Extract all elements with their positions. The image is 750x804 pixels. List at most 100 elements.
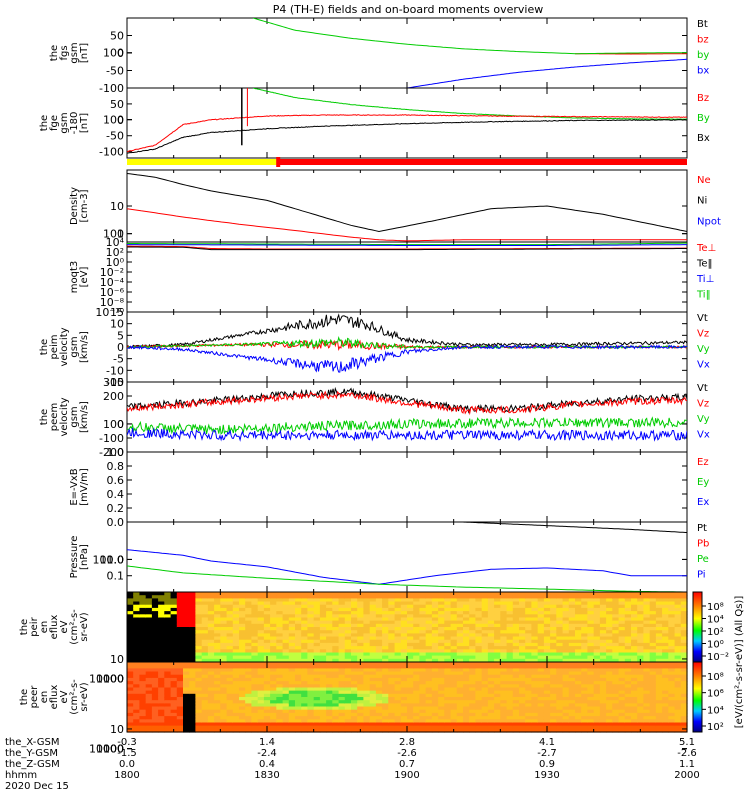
colorbar-tick: 10⁸ [707, 602, 724, 613]
legend-By: By [697, 113, 710, 124]
ephemeris-value: -1.5 [117, 748, 137, 759]
series-peim-Vx [127, 346, 687, 373]
y-tick-label: 100 [103, 673, 124, 686]
legend-Npot: Npot [697, 216, 721, 227]
colorbar-tick: 10⁻² [707, 652, 729, 663]
y-tick-label: 10 [110, 200, 124, 213]
ephemeris-value: 0.7 [399, 759, 415, 770]
spectrogram-peer [127, 662, 688, 733]
y-tick-label: 0 [117, 114, 124, 127]
legend-Ne: Ne [697, 175, 711, 186]
legend-Vx: Vx [697, 360, 710, 371]
figure-title: P4 (TH-E) fields and on-board moments ov… [273, 3, 544, 16]
legend-Vz: Vz [697, 329, 709, 340]
ephemeris-value: 1.1 [679, 759, 695, 770]
y-axis-label: [cm-3] [79, 189, 90, 222]
legend-Ni: Ni [697, 196, 707, 207]
legend-Vy: Vy [697, 344, 710, 355]
legend-bz: bz [697, 35, 709, 46]
ephemeris-label: the_Y-GSM [5, 748, 58, 759]
flag-marker [276, 157, 280, 167]
y-tick-label: 0.8 [107, 460, 125, 473]
legend-by: by [697, 50, 709, 61]
ephemeris-value: 4.1 [539, 737, 555, 748]
ephemeris-value: 1900 [394, 770, 419, 781]
legend-bx: bx [697, 66, 709, 77]
colorbar-tick: 10⁴ [707, 615, 724, 626]
colorbar-tick: 10⁴ [707, 705, 724, 716]
ephemeris-value: 1.4 [259, 737, 275, 748]
series-fge-By [253, 88, 687, 119]
series-pressure-Pt [463, 522, 687, 533]
colorbar-tick: 10⁰ [707, 640, 724, 651]
legend-Pb: Pb [697, 539, 709, 550]
ephemeris-value: -2.6 [677, 748, 697, 759]
y-axis-label: [nT] [79, 113, 90, 133]
y-tick-label: 200 [103, 390, 124, 403]
y-tick-label: 1.0 [107, 553, 125, 566]
y-tick-label: -100 [99, 432, 124, 445]
legend-Vt: Vt [697, 383, 708, 394]
y-axis-label: [nPa] [79, 544, 90, 570]
legend-Pi: Pi [697, 570, 706, 581]
y-tick-label: 10 [110, 723, 124, 736]
y-tick-label: 300 [103, 376, 124, 389]
legend-Ez: Ez [697, 457, 709, 468]
panel-temp: 10⁴10²10⁰10⁻²10⁻⁴10⁻⁶10⁻⁸10⁻¹⁰moqt3[eV]T… [69, 236, 716, 319]
y-axis-label: sr-eV) [79, 682, 90, 711]
colorbar-label: [eV/(cm²-s-sr-eV)] (All Qs)] [734, 596, 745, 729]
y-tick-label: 50 [110, 30, 124, 43]
axes-frame [127, 170, 687, 242]
y-tick-label: 0.2 [107, 502, 125, 515]
y-tick-label: 1.0 [107, 446, 125, 459]
legend-Vt: Vt [697, 313, 708, 324]
ephemeris-value: -2.6 [397, 748, 417, 759]
legend-Pt: Pt [697, 523, 707, 534]
y-axis-label: [km/s] [79, 331, 90, 363]
series-peem-Vx [127, 428, 687, 440]
axes-frame [127, 382, 687, 452]
y-tick-label: -50 [106, 65, 124, 78]
series-fge-Bx [127, 120, 687, 154]
y-tick-label: 0 [117, 418, 124, 431]
y-tick-label: 0.1 [107, 570, 125, 583]
ephemeris-value: 1830 [254, 770, 279, 781]
colorbar-tick: 10² [707, 722, 724, 733]
y-tick-label: 0.6 [107, 474, 125, 487]
legend-Vz: Vz [697, 399, 709, 410]
legend-Te⊥: Te⊥ [696, 243, 716, 254]
legend-Ex: Ex [697, 497, 709, 508]
y-axis-label: [nT] [79, 43, 90, 63]
ephemeris-value: 1930 [534, 770, 559, 781]
legend-Pe: Pe [697, 554, 709, 565]
ephemeris-value: -0.3 [117, 737, 137, 748]
series-peim-Vt [127, 315, 687, 349]
ephemeris-label: hhmm [5, 770, 37, 781]
spectrogram-peir [127, 592, 688, 663]
ephemeris-value: 0.4 [259, 759, 275, 770]
ephemeris-value: 0.9 [539, 759, 555, 770]
legend-Vx: Vx [697, 430, 710, 441]
legend-Bx: Bx [697, 133, 710, 144]
y-tick-label: -100 [99, 82, 124, 95]
colorbar-tick: 10⁶ [707, 689, 724, 700]
series-pressure-Pi [127, 550, 687, 585]
y-tick-label: 50 [110, 98, 124, 111]
y-axis-label: [km/s] [79, 401, 90, 433]
legend-Bz: Bz [697, 93, 709, 104]
ephemeris-label: the_Z-GSM [5, 759, 60, 770]
ephemeris-label: 2020 Dec 15 [5, 781, 69, 792]
y-tick-label: -100 [99, 146, 124, 159]
ephemeris-value: 1800 [114, 770, 139, 781]
flag-bar-yellow [127, 159, 278, 165]
axes-frame [127, 452, 687, 522]
axes-frame [127, 522, 687, 592]
